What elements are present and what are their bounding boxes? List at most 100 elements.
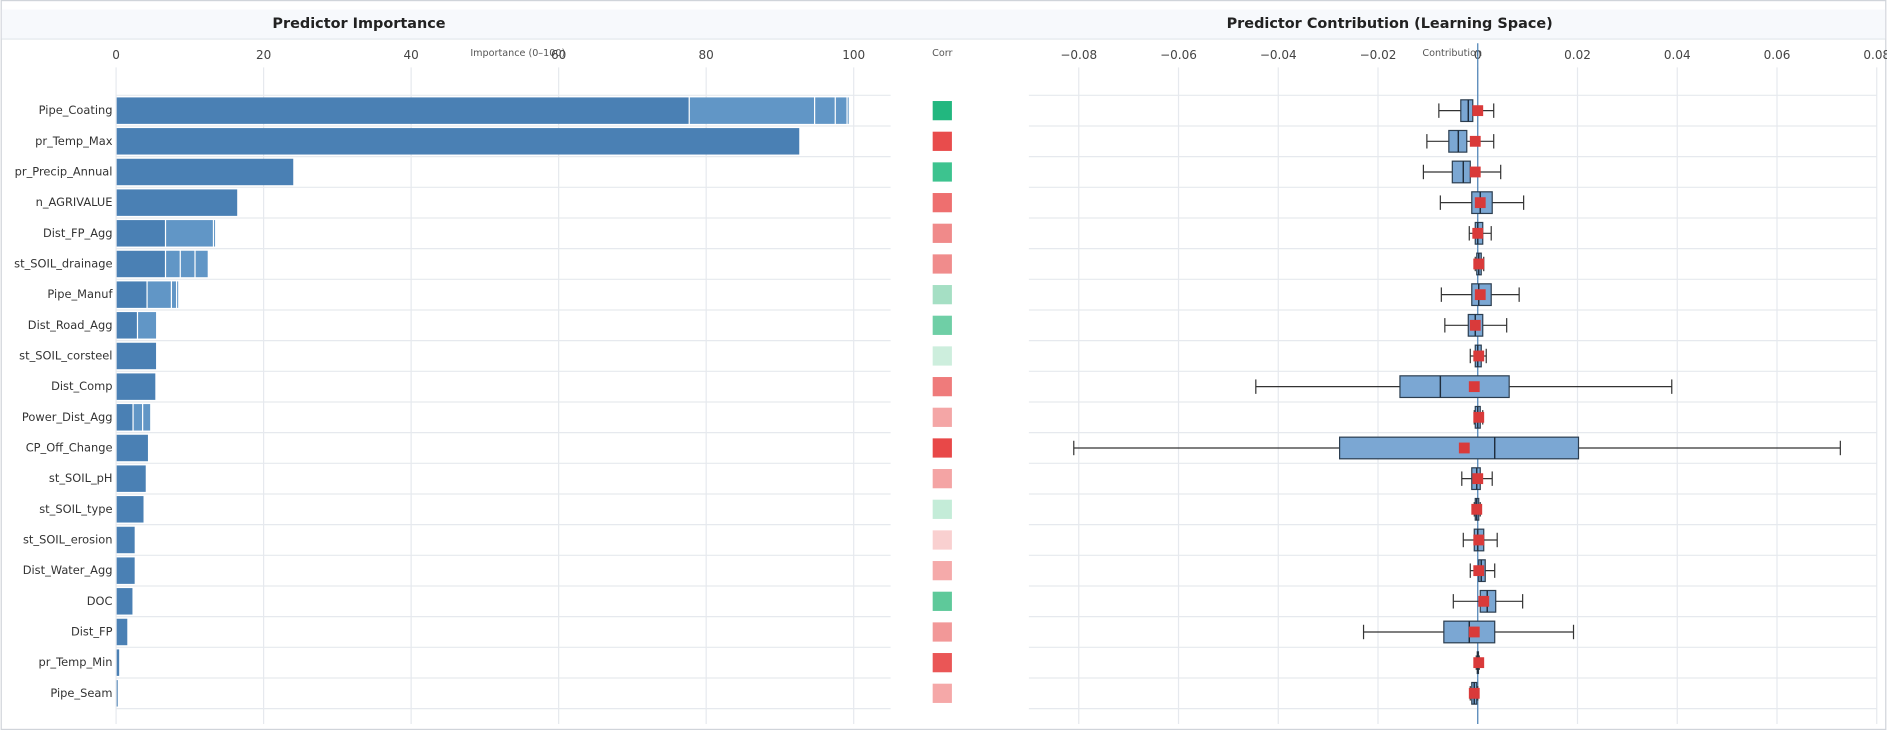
bar-segment: [116, 373, 156, 400]
header-band: [1012, 9, 1886, 39]
x-axis-label: Importance (0–100): [470, 48, 565, 59]
mean-marker: [1472, 227, 1484, 239]
corr-swatch: [932, 683, 952, 703]
x-tick-label: 0.02: [1564, 48, 1591, 62]
bar-segment: [133, 404, 143, 431]
x-tick-label: 80: [699, 48, 714, 62]
category-label: st_SOIL_erosion: [23, 532, 113, 546]
bar-segment: [172, 281, 176, 308]
corr-swatch: [932, 561, 952, 581]
bar-segment: [116, 220, 165, 247]
corr-swatch: [932, 653, 952, 673]
corr-swatch: [932, 285, 952, 305]
bar-segment: [143, 404, 151, 431]
corr-swatch: [932, 407, 952, 427]
x-tick-label: 0.06: [1764, 48, 1791, 62]
bar-segment: [116, 128, 800, 155]
corr-swatch: [932, 530, 952, 550]
box: [1460, 99, 1474, 123]
x-tick-label: −0.04: [1260, 48, 1297, 62]
corr-swatch: [932, 499, 952, 519]
category-label: pr_Temp_Min: [38, 655, 112, 669]
corr-swatch: [932, 377, 952, 397]
category-label: Dist_FP: [71, 624, 113, 638]
header-band: [1, 9, 1013, 39]
bar-segment: [116, 649, 120, 676]
chart-title: Predictor Contribution (Learning Space): [1227, 16, 1553, 32]
bar-segment: [815, 97, 835, 124]
bar-segment: [147, 281, 171, 308]
chart-title: Predictor Importance: [272, 16, 445, 32]
corr-swatch: [932, 315, 952, 335]
category-label: Dist_FP_Agg: [43, 226, 113, 240]
mean-marker: [1468, 626, 1480, 638]
category-label: CP_Off_Change: [26, 440, 113, 454]
box: [1399, 375, 1510, 399]
category-label: Power_Dist_Agg: [22, 410, 113, 424]
bar-segment: [177, 281, 179, 308]
x-tick-label: 0: [112, 48, 120, 62]
x-tick-label: −0.06: [1160, 48, 1197, 62]
mean-marker: [1472, 105, 1484, 117]
bar-segment: [116, 281, 147, 308]
mean-marker: [1468, 687, 1480, 699]
category-label: pr_Precip_Annual: [15, 164, 113, 178]
x-tick-label: 100: [842, 48, 865, 62]
category-label: DOC: [87, 594, 113, 608]
bar-segment: [166, 220, 213, 247]
mean-marker: [1473, 565, 1485, 577]
mean-marker: [1473, 411, 1485, 423]
corr-swatch: [932, 193, 952, 213]
category-label: n_AGRIVALUE: [36, 195, 113, 209]
bar-segment: [166, 250, 180, 278]
corr-swatch: [932, 622, 952, 642]
bar-segment: [195, 250, 208, 278]
bar-segment: [847, 97, 849, 124]
category-label: st_SOIL_pH: [49, 471, 113, 485]
bar-segment: [116, 404, 133, 431]
bar-segment: [116, 618, 128, 646]
corr-swatch: [932, 346, 952, 366]
mean-marker: [1478, 595, 1490, 607]
bar-segment: [116, 158, 294, 186]
bar-segment: [689, 97, 815, 124]
mean-marker: [1472, 473, 1484, 485]
category-label: st_SOIL_drainage: [14, 256, 112, 270]
corr-swatch: [932, 254, 952, 274]
x-tick-label: −0.08: [1060, 48, 1097, 62]
mean-marker: [1473, 534, 1485, 546]
x-axis-label: Contribution: [1422, 48, 1482, 59]
mean-marker: [1473, 350, 1485, 362]
corr-swatch: [932, 223, 952, 243]
bar-segment: [116, 434, 148, 462]
bar-segment: [116, 557, 135, 584]
bar-segment: [116, 465, 146, 492]
corr-swatch: [932, 101, 952, 121]
x-tick-label: 20: [256, 48, 271, 62]
mean-marker: [1473, 258, 1485, 270]
bar-segment: [116, 189, 238, 216]
bar-segment: [116, 97, 689, 124]
bar-segment: [116, 312, 137, 339]
mean-marker: [1474, 197, 1486, 209]
category-label: pr_Temp_Max: [35, 134, 113, 148]
category-label: st_SOIL_type: [39, 502, 112, 516]
bar-segment: [116, 250, 165, 278]
category-label: Dist_Comp: [51, 379, 112, 393]
category-label: Pipe_Manuf: [47, 287, 113, 301]
corr-swatch: [932, 162, 952, 182]
mean-marker: [1468, 381, 1480, 393]
mean-marker: [1474, 289, 1486, 301]
bar-segment: [116, 342, 157, 370]
category-label: Dist_Water_Agg: [23, 563, 113, 577]
mean-marker: [1471, 503, 1483, 515]
box: [1451, 160, 1471, 184]
corr-swatch: [932, 131, 952, 151]
x-tick-label: 0.08: [1863, 48, 1887, 62]
category-label: Dist_Road_Agg: [28, 318, 113, 332]
bar-segment: [116, 588, 133, 615]
bar-segment: [180, 250, 195, 278]
mean-marker: [1469, 166, 1481, 178]
x-tick-label: 0.04: [1664, 48, 1691, 62]
